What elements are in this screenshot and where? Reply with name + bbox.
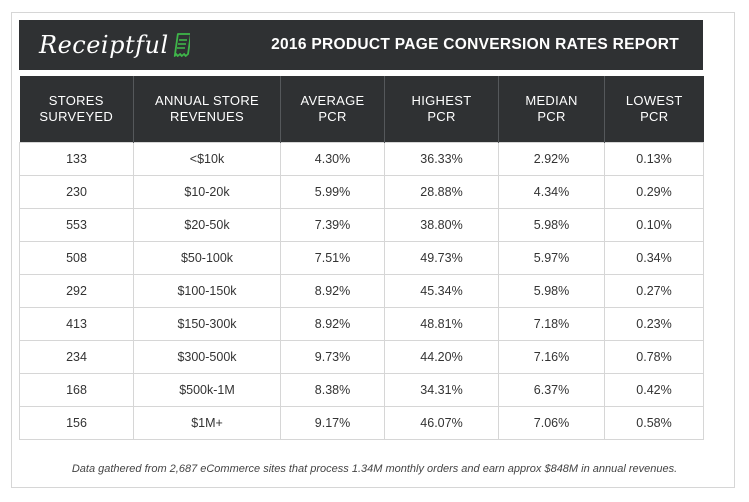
stores-surveyed-cell: 234	[19, 340, 134, 374]
lowest-pcr-cell: 0.78%	[604, 340, 704, 374]
stores-surveyed-cell: 133	[19, 142, 134, 176]
conversion-rates-table: STORES SURVEYED ANNUAL STORE REVENUES AVER…	[19, 76, 704, 440]
highest-pcr-cell: 45.34%	[384, 274, 499, 308]
median-pcr-cell: 6.37%	[498, 373, 605, 407]
column-header-average-pcr: AVERAGE PCR	[280, 76, 385, 143]
table-row: 168 $500k-1M 8.38% 34.31% 6.37% 0.42%	[19, 373, 704, 407]
highest-pcr-cell: 44.20%	[384, 340, 499, 374]
column-header-stores-surveyed: STORES SURVEYED	[19, 76, 134, 143]
annual-revenue-cell: $50-100k	[133, 241, 281, 275]
average-pcr-cell: 8.92%	[280, 307, 385, 341]
median-pcr-cell: 4.34%	[498, 175, 605, 209]
median-pcr-cell: 5.97%	[498, 241, 605, 275]
annual-revenue-cell: $20-50k	[133, 208, 281, 242]
average-pcr-cell: 7.39%	[280, 208, 385, 242]
lowest-pcr-cell: 0.23%	[604, 307, 704, 341]
average-pcr-cell: 9.17%	[280, 406, 385, 440]
annual-revenue-cell: $500k-1M	[133, 373, 281, 407]
table-body: 133 <$10k 4.30% 36.33% 2.92% 0.13% 230 $10-20k 5…	[19, 142, 704, 440]
annual-revenue-cell: $10-20k	[133, 175, 281, 209]
table-row: 156 $1M+ 9.17% 46.07% 7.06% 0.58%	[19, 406, 704, 440]
highest-pcr-cell: 28.88%	[384, 175, 499, 209]
lowest-pcr-cell: 0.13%	[604, 142, 704, 176]
stores-surveyed-cell: 168	[19, 373, 134, 407]
average-pcr-cell: 7.51%	[280, 241, 385, 275]
table-header-row: STORES SURVEYED ANNUAL STORE REVENUES AVER…	[19, 76, 704, 143]
annual-revenue-cell: $100-150k	[133, 274, 281, 308]
lowest-pcr-cell: 0.58%	[604, 406, 704, 440]
report-title: 2016 PRODUCT PAGE CONVERSION RATES REPOR…	[271, 36, 679, 53]
average-pcr-cell: 9.73%	[280, 340, 385, 374]
median-pcr-cell: 5.98%	[498, 274, 605, 308]
table-row: 133 <$10k 4.30% 36.33% 2.92% 0.13%	[19, 142, 704, 176]
column-header-median-pcr: MEDIAN PCR	[498, 76, 605, 143]
highest-pcr-cell: 49.73%	[384, 241, 499, 275]
stores-surveyed-cell: 230	[19, 175, 134, 209]
average-pcr-cell: 4.30%	[280, 142, 385, 176]
lowest-pcr-cell: 0.42%	[604, 373, 704, 407]
table-row: 508 $50-100k 7.51% 49.73% 5.97% 0.34%	[19, 241, 704, 275]
highest-pcr-cell: 36.33%	[384, 142, 499, 176]
table-row: 413 $150-300k 8.92% 48.81% 7.18% 0.23%	[19, 307, 704, 341]
table-row: 234 $300-500k 9.73% 44.20% 7.16% 0.78%	[19, 340, 704, 374]
table-row: 230 $10-20k 5.99% 28.88% 4.34% 0.29%	[19, 175, 704, 209]
median-pcr-cell: 7.16%	[498, 340, 605, 374]
lowest-pcr-cell: 0.29%	[604, 175, 704, 209]
annual-revenue-cell: <$10k	[133, 142, 281, 176]
column-header-lowest-pcr: LOWEST PCR	[604, 76, 704, 143]
lowest-pcr-cell: 0.10%	[604, 208, 704, 242]
table-row: 292 $100-150k 8.92% 45.34% 5.98% 0.27%	[19, 274, 704, 308]
lowest-pcr-cell: 0.27%	[604, 274, 704, 308]
stores-surveyed-cell: 156	[19, 406, 134, 440]
stores-surveyed-cell: 553	[19, 208, 134, 242]
highest-pcr-cell: 34.31%	[384, 373, 499, 407]
highest-pcr-cell: 46.07%	[384, 406, 499, 440]
average-pcr-cell: 8.92%	[280, 274, 385, 308]
annual-revenue-cell: $150-300k	[133, 307, 281, 341]
stores-surveyed-cell: 508	[19, 241, 134, 275]
column-header-highest-pcr: HIGHEST PCR	[384, 76, 499, 143]
stores-surveyed-cell: 292	[19, 274, 134, 308]
median-pcr-cell: 2.92%	[498, 142, 605, 176]
receipt-icon	[173, 33, 190, 57]
column-header-annual-revenues: ANNUAL STORE REVENUES	[133, 76, 281, 143]
highest-pcr-cell: 38.80%	[384, 208, 499, 242]
stores-surveyed-cell: 413	[19, 307, 134, 341]
footnote: Data gathered from 2,687 eCommerce sites…	[71, 463, 678, 475]
logo-wordmark: Receiptful	[39, 31, 169, 59]
average-pcr-cell: 5.99%	[280, 175, 385, 209]
annual-revenue-cell: $1M+	[133, 406, 281, 440]
average-pcr-cell: 8.38%	[280, 373, 385, 407]
median-pcr-cell: 7.18%	[498, 307, 605, 341]
median-pcr-cell: 5.98%	[498, 208, 605, 242]
table-row: 553 $20-50k 7.39% 38.80% 5.98% 0.10%	[19, 208, 704, 242]
annual-revenue-cell: $300-500k	[133, 340, 281, 374]
brand-logo: Receiptful	[39, 31, 190, 59]
lowest-pcr-cell: 0.34%	[604, 241, 704, 275]
report-header: Receiptful 2016 PRODUCT PAGE CONVERSION …	[19, 20, 703, 70]
median-pcr-cell: 7.06%	[498, 406, 605, 440]
highest-pcr-cell: 48.81%	[384, 307, 499, 341]
